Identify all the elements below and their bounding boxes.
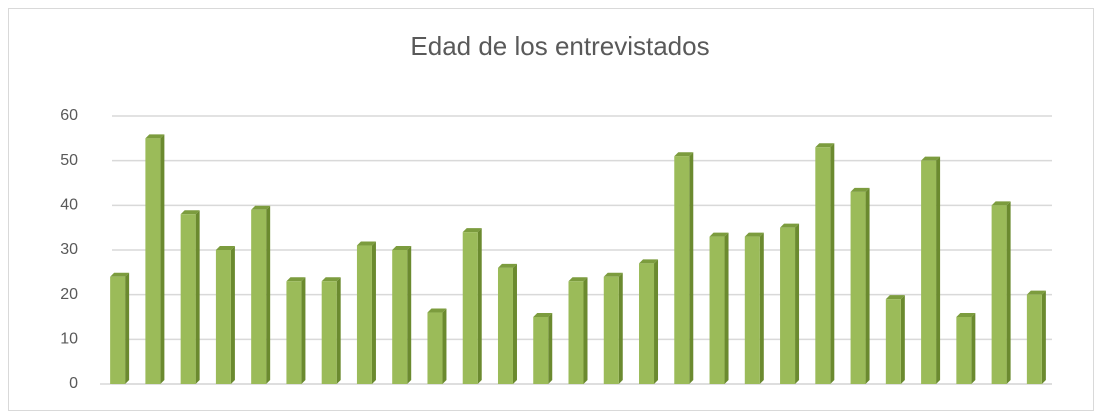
bar-top [286, 277, 306, 282]
bar [533, 317, 549, 384]
bar-top [991, 201, 1011, 206]
bar-top [744, 232, 764, 237]
y-tick-label: 50 [60, 152, 78, 169]
bar-side [795, 223, 800, 384]
bar-side [477, 228, 482, 384]
bar-top [110, 272, 130, 277]
bar-side [266, 205, 271, 384]
bar [392, 250, 408, 384]
bar-side [336, 277, 341, 384]
bar [815, 147, 831, 384]
bar [145, 138, 161, 384]
bar [286, 281, 302, 384]
bar-side [618, 272, 623, 384]
bar [1026, 294, 1042, 384]
bar-side [830, 143, 835, 384]
bar-side [865, 187, 870, 384]
bar [215, 250, 231, 384]
bar-side [195, 210, 200, 384]
bar-side [160, 134, 165, 384]
bar-top [709, 232, 729, 237]
bar-top [850, 187, 870, 192]
bar-top [1026, 290, 1046, 295]
bar-top [251, 205, 271, 210]
bar-side [971, 313, 976, 384]
bar-side [654, 259, 659, 384]
bar-side [230, 246, 235, 384]
bar [427, 312, 443, 384]
bar-side [689, 152, 694, 384]
bar-side [548, 313, 553, 384]
bar [639, 263, 655, 384]
bar [603, 276, 619, 384]
bar-top [639, 259, 659, 264]
bar [744, 236, 760, 384]
bar [568, 281, 584, 384]
bar [709, 236, 725, 384]
y-tick-label: 20 [60, 286, 78, 303]
bar-side [724, 232, 729, 384]
bar-side [125, 272, 130, 384]
bar-side [512, 263, 517, 384]
bar [110, 276, 126, 384]
bar [921, 160, 937, 384]
bar [991, 205, 1007, 384]
bar [497, 267, 513, 384]
bar-top [392, 246, 412, 250]
bar [180, 214, 196, 384]
bar-top [427, 308, 447, 313]
bar-side [1006, 201, 1011, 384]
bar-top [356, 241, 376, 246]
bar-side [301, 277, 306, 384]
bar-top [215, 246, 235, 250]
bar-side [1041, 290, 1046, 384]
bar-side [442, 308, 447, 384]
bar-top [497, 263, 517, 268]
bar-top [815, 143, 835, 148]
bar [321, 281, 337, 384]
bar [850, 191, 866, 384]
bar-top [462, 228, 482, 233]
bar-top [674, 152, 694, 157]
bar-side [936, 156, 941, 384]
bar-top [956, 313, 976, 317]
y-tick-label: 0 [69, 375, 78, 392]
chart-title: Edad de los entrevistados [410, 31, 709, 61]
bar-top [180, 210, 200, 215]
y-tick-label: 40 [60, 197, 78, 214]
bar-side [371, 241, 376, 384]
bar-top [533, 313, 553, 317]
bar-side [900, 295, 905, 384]
bar-top [321, 277, 341, 282]
bar [356, 245, 372, 384]
bar [251, 209, 267, 384]
y-tick-label: 10 [60, 331, 78, 348]
bar [956, 317, 972, 384]
y-tick-label: 30 [60, 241, 78, 258]
bar-top [603, 272, 623, 277]
bar-top [780, 223, 800, 228]
bar-side [759, 232, 764, 384]
bar-top [568, 277, 588, 282]
bar-top [921, 156, 941, 161]
bar [674, 156, 690, 384]
bar-side [583, 277, 588, 384]
bar-top [145, 134, 165, 139]
bar-top [885, 295, 905, 300]
y-tick-label: 60 [60, 107, 78, 124]
bar [462, 232, 478, 384]
bar [885, 299, 901, 384]
bar-side [407, 246, 412, 384]
bar [780, 227, 796, 384]
